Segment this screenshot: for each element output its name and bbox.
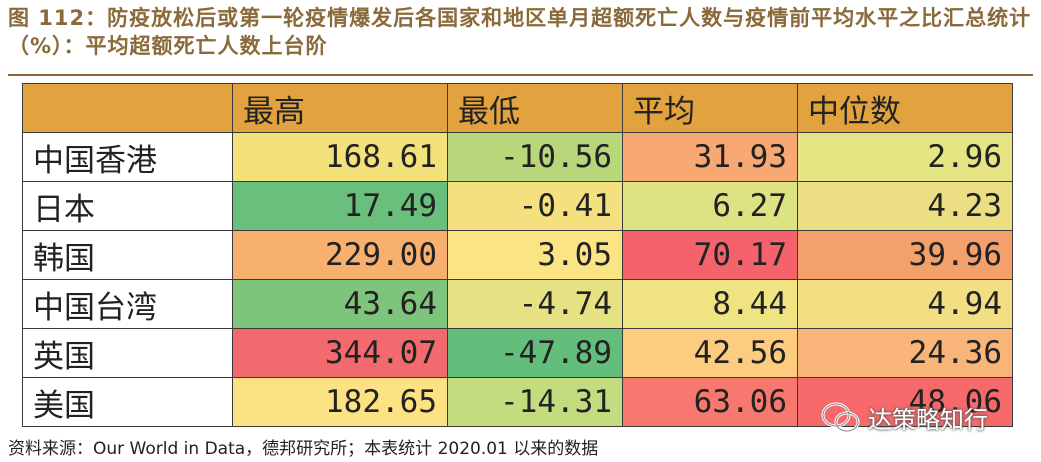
header-cell: 最高 [232, 83, 448, 133]
row-label: 美国 [22, 377, 233, 427]
header-row: 最高 最低 平均 中位数 [22, 83, 1013, 133]
header-cell-blank [22, 83, 233, 133]
value-cell: 4.94 [797, 279, 1013, 329]
header-cell: 中位数 [797, 83, 1013, 133]
value-cell: 229.00 [232, 230, 448, 280]
source-note: 资料来源：Our World in Data，德邦研究所；本表统计 2020.0… [8, 439, 599, 459]
value-cell: 17.49 [232, 181, 448, 231]
row-label: 中国台湾 [22, 279, 233, 329]
watermark-text: 达策略知行 [868, 406, 988, 434]
table-body: 中国香港 168.61 -10.56 31.93 2.96 日本 17.49 -0.41 6.2… [22, 132, 1013, 427]
value-cell: 2.96 [797, 132, 1013, 182]
watermark: 达策略知行 [820, 400, 988, 435]
value-cell: 31.93 [622, 132, 798, 182]
row-label: 日本 [22, 181, 233, 231]
table-row: 美国 182.65 -14.31 63.06 48.06 [22, 377, 1013, 427]
data-table: 最高 最低 平均 中位数 中国香港 168.61 -10.56 31.93 2.96 日本 17.… [22, 83, 1013, 427]
value-cell: 344.07 [232, 328, 448, 378]
header-cell: 最低 [447, 83, 623, 133]
value-cell: 24.36 [797, 328, 1013, 378]
value-cell: 182.65 [232, 377, 448, 427]
row-label: 中国香港 [22, 132, 233, 182]
value-cell: 63.06 [622, 377, 798, 427]
row-label: 韩国 [22, 230, 233, 280]
table-row: 英国 344.07 -47.89 42.56 24.36 [22, 328, 1013, 378]
header-cell: 平均 [622, 83, 798, 133]
value-cell: 8.44 [622, 279, 798, 329]
value-cell: -47.89 [447, 328, 623, 378]
value-cell: -10.56 [447, 132, 623, 182]
figure-title: 图 112：防疫放松后或第一轮疫情爆发后各国家和地区单月超额死亡人数与疫情前平均… [8, 6, 1032, 58]
table-row: 日本 17.49 -0.41 6.27 4.23 [22, 181, 1013, 231]
table-row: 中国台湾 43.64 -4.74 8.44 4.94 [22, 279, 1013, 329]
table-row: 韩国 229.00 3.05 70.17 39.96 [22, 230, 1013, 280]
table-row: 中国香港 168.61 -10.56 31.93 2.96 [22, 132, 1013, 182]
value-cell: -14.31 [447, 377, 623, 427]
value-cell: -4.74 [447, 279, 623, 329]
value-cell: 43.64 [232, 279, 448, 329]
value-cell: 168.61 [232, 132, 448, 182]
wechat-icon [821, 402, 860, 432]
value-cell: 70.17 [622, 230, 798, 280]
value-cell: 6.27 [622, 181, 798, 231]
value-cell: 48.06 [797, 377, 1013, 427]
row-label: 英国 [22, 328, 233, 378]
value-cell: 3.05 [447, 230, 623, 280]
title-divider [8, 74, 1033, 76]
value-cell: -0.41 [447, 181, 623, 231]
value-cell: 39.96 [797, 230, 1013, 280]
value-cell: 4.23 [797, 181, 1013, 231]
value-cell: 42.56 [622, 328, 798, 378]
